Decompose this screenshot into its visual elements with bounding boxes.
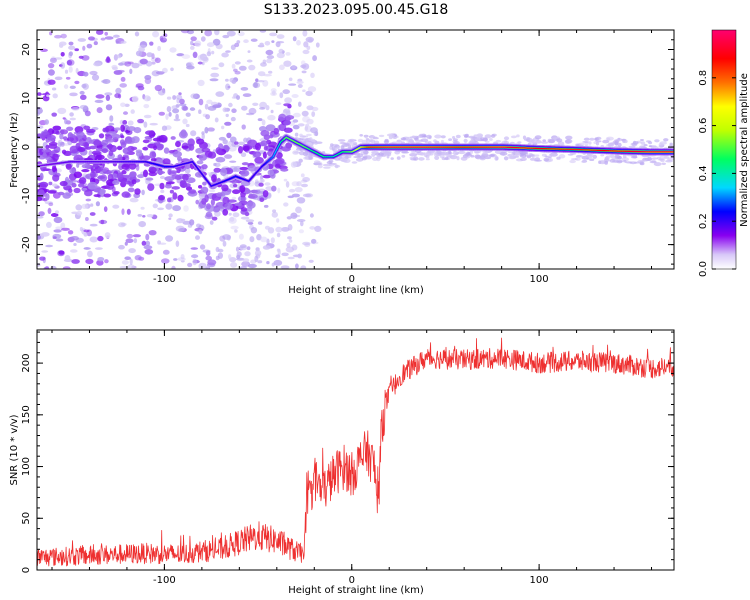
colorbar-label: Normalized spectral amplitude: [739, 73, 750, 227]
snr-y-tick-label: 150: [21, 405, 32, 424]
spectrogram-x-tick-label: -100: [153, 274, 176, 285]
spectrogram-x-axis-label: Height of straight line (km): [288, 285, 424, 296]
spectrogram-x-tick-label: 0: [349, 274, 355, 285]
snr-x-tick-label: 100: [530, 575, 549, 586]
snr-y-tick-label: 100: [21, 457, 32, 476]
spectrogram-y-tick-label: 10: [21, 92, 32, 105]
colorbar-tick-label: 0.8: [698, 70, 709, 86]
spectrogram-y-tick-label: -20: [21, 236, 32, 252]
chart-title: S133.2023.095.00.45.G18: [264, 2, 449, 18]
spectrogram-frame: [36, 29, 675, 270]
colorbar: 0.0 0.2 0.4 0.6 0.8 Normalized spectral ampl…: [698, 29, 750, 277]
snr-y-axis-label: SNR (10 * v/v): [9, 414, 20, 485]
spectrogram-y-axis-label: Frequency (Hz): [9, 112, 20, 188]
snr-x-tick-label: -100: [153, 575, 176, 586]
spectrogram-y-tick-label: -10: [21, 188, 32, 204]
colorbar-ticks: 0.0 0.2 0.4 0.6 0.8: [698, 70, 736, 277]
colorbar-tick-label: 0.6: [698, 118, 709, 134]
spectrogram-y-tick-label: 20: [21, 43, 32, 56]
colorbar-gradient: [711, 29, 737, 270]
spectrogram-heatmap: [37, 30, 674, 269]
snr-panel: -100 0 100 0 50 100 150 200 Height of straight …: [9, 329, 675, 596]
snr-y-tick-label: 0: [21, 567, 32, 573]
snr-ticks: -100 0 100 0 50 100 150 200: [21, 330, 674, 586]
snr-x-tick-label: 0: [349, 575, 355, 586]
colorbar-tick-label: 0.0: [698, 261, 709, 277]
snr-y-tick-label: 50: [21, 512, 32, 525]
snr-y-tick-label: 200: [21, 354, 32, 373]
colorbar-tick-label: 0.4: [698, 165, 709, 181]
snr-x-axis-label: Height of straight line (km): [288, 585, 424, 596]
snr-plot-area: [37, 330, 674, 570]
snr-frame: [36, 329, 675, 571]
colorbar-tick-label: 0.2: [698, 213, 709, 229]
spectrogram-y-tick-label: 0: [21, 144, 32, 150]
spectrogram-x-tick-label: 100: [530, 274, 549, 285]
snr-series-line: [37, 337, 674, 567]
